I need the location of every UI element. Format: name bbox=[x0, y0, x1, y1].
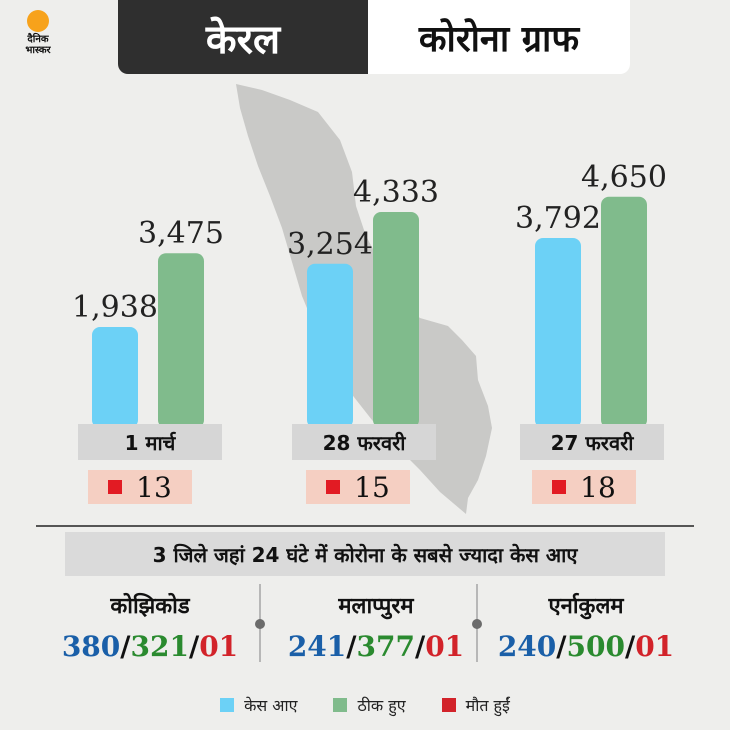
district-recovered-2: 500 bbox=[566, 630, 625, 663]
legend-item-cases: केस आए bbox=[220, 694, 297, 716]
legend-item-deaths: मौत हुईं bbox=[441, 694, 510, 716]
death-square-icon bbox=[552, 480, 567, 494]
legend-label-cases: केस आए bbox=[244, 696, 298, 715]
legend-swatch-cases bbox=[220, 698, 235, 712]
district-cases-1: 241 bbox=[287, 630, 347, 663]
title-topic: कोरोना ग्राफ bbox=[368, 0, 630, 74]
district-numbers-1: 241/377/01 bbox=[276, 630, 476, 663]
separator: / bbox=[556, 630, 567, 663]
district-numbers-2: 240/500/01 bbox=[486, 630, 686, 663]
districts-subtitle: 3 जिले जहां 24 घंटे में कोरोना के सबसे ज… bbox=[65, 532, 665, 576]
separator: / bbox=[346, 630, 357, 663]
district-cases-2: 240 bbox=[497, 630, 557, 663]
bar-cases-2 bbox=[535, 237, 581, 428]
district-separator-dot bbox=[472, 619, 482, 629]
district-separator-dot bbox=[255, 619, 265, 629]
bar-value-label-recovered-2: 4,650 bbox=[581, 160, 667, 195]
brand-line-1: दैनिक bbox=[27, 34, 49, 45]
date-label-0: 1 मार्च bbox=[78, 424, 222, 460]
legend-swatch-deaths bbox=[441, 698, 456, 712]
date-label-1: 28 फरवरी bbox=[292, 424, 436, 460]
district-1: मलाप्पुरम 241/377/01 bbox=[276, 590, 476, 663]
death-count-1: 15 bbox=[354, 470, 390, 504]
kerala-map-silhouette bbox=[236, 84, 492, 514]
district-name-0: कोझिकोड bbox=[110, 594, 190, 619]
death-badge-2: 18 bbox=[532, 470, 636, 504]
district-2: एर्नाकुलम 240/500/01 bbox=[486, 590, 686, 663]
legend-item-recovered: ठीक हुए bbox=[333, 694, 406, 716]
death-square-icon bbox=[108, 480, 123, 494]
death-count-2: 18 bbox=[580, 470, 616, 504]
date-label-2: 27 फरवरी bbox=[520, 424, 664, 460]
legend: केस आए ठीक हुए मौत हुईं bbox=[0, 694, 730, 716]
brand-logo: दैनिक भास्कर bbox=[14, 10, 62, 60]
bar-chart: 1,938 3,254 3,792 3,475 4,333 4,650 bbox=[72, 84, 667, 514]
title-region: केरल bbox=[118, 0, 368, 74]
district-deaths-1: 01 bbox=[425, 630, 465, 663]
death-badge-1: 15 bbox=[306, 470, 410, 504]
separator: / bbox=[624, 630, 636, 663]
district-cases-0: 380 bbox=[61, 630, 121, 663]
separator: / bbox=[120, 630, 131, 663]
brand-line-2: भास्कर bbox=[25, 45, 51, 56]
bar-value-label-recovered-1: 4,333 bbox=[353, 175, 439, 210]
legend-swatch-recovered bbox=[333, 698, 348, 712]
district-name-2: एर्नाकुलम bbox=[548, 594, 624, 619]
legend-label-deaths: मौत हुईं bbox=[465, 696, 510, 715]
district-0: कोझिकोड 380/321/01 bbox=[50, 590, 250, 663]
bar-recovered-2 bbox=[601, 196, 647, 428]
district-recovered-1: 377 bbox=[356, 630, 415, 663]
separator: / bbox=[188, 630, 200, 663]
bar-recovered-0 bbox=[158, 253, 204, 428]
separator: / bbox=[414, 630, 426, 663]
death-count-0: 13 bbox=[136, 470, 172, 504]
district-recovered-0: 321 bbox=[130, 630, 189, 663]
sun-icon bbox=[27, 10, 49, 32]
bar-cases-0 bbox=[92, 326, 138, 428]
death-square-icon bbox=[326, 480, 341, 494]
district-deaths-2: 01 bbox=[635, 630, 675, 663]
legend-label-recovered: ठीक हुए bbox=[357, 696, 406, 715]
section-divider bbox=[36, 525, 694, 527]
bar-value-label-cases-2: 3,792 bbox=[515, 201, 601, 236]
district-deaths-0: 01 bbox=[199, 630, 239, 663]
bar-recovered-1 bbox=[373, 212, 419, 428]
death-badge-0: 13 bbox=[88, 470, 192, 504]
district-name-1: मलाप्पुरम bbox=[338, 594, 414, 619]
bar-value-label-recovered-0: 3,475 bbox=[138, 216, 224, 251]
district-numbers-0: 380/321/01 bbox=[50, 630, 250, 663]
bar-cases-1 bbox=[307, 263, 353, 428]
bar-value-label-cases-0: 1,938 bbox=[72, 290, 158, 325]
bar-value-label-cases-1: 3,254 bbox=[287, 227, 373, 262]
